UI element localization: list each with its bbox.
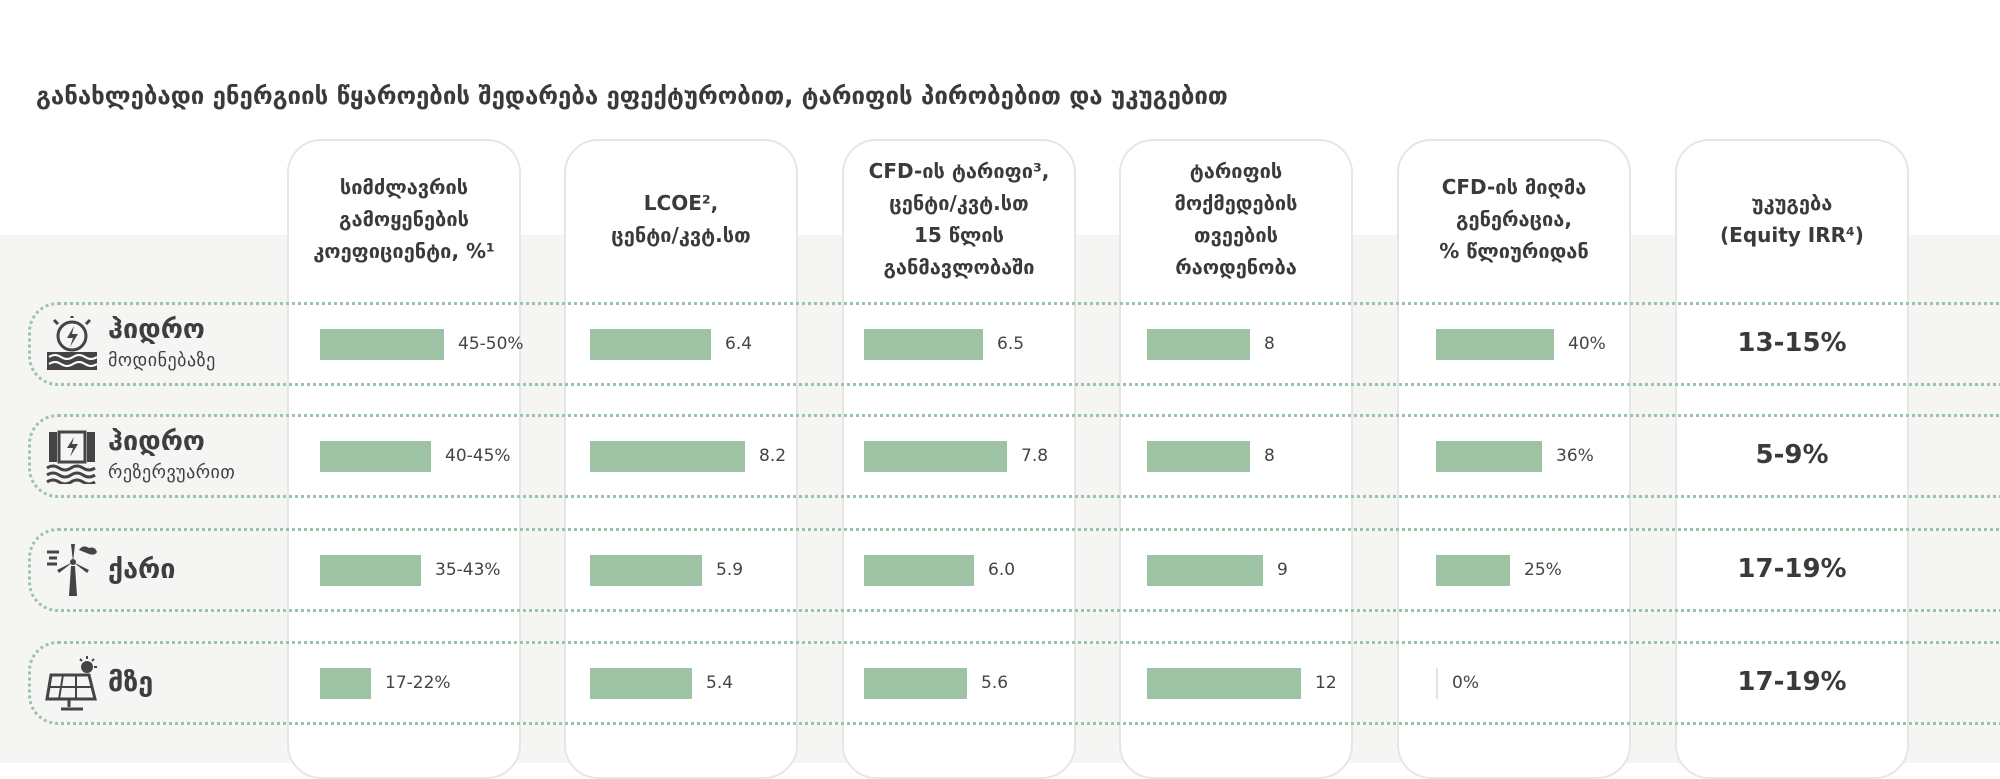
irr-value: 5-9%: [1755, 440, 1829, 470]
column-header: CFD-ის ტარიფი³, ცენტი/კვტ.სთ 15 წლის გან…: [868, 159, 1050, 279]
dam-icon: [45, 428, 99, 486]
bar: [1436, 668, 1438, 699]
data-label: 8: [1264, 334, 1275, 354]
row-frame: [28, 528, 2000, 612]
row-label: ქარი: [108, 554, 176, 585]
bar: [1147, 555, 1263, 586]
bar: [1436, 441, 1542, 472]
data-label: 6.4: [725, 334, 753, 354]
data-label: 25%: [1524, 560, 1562, 580]
wind-turbine-icon: [45, 542, 99, 598]
data-label: 9: [1277, 560, 1288, 580]
bar: [864, 329, 983, 360]
column-header: CFD-ის მიღმა გენერაცია, % წლიურიდან: [1439, 175, 1589, 263]
data-label: 17-22%: [385, 673, 451, 693]
row-sublabel: მოდინებაზე: [108, 350, 216, 371]
data-label: 40-45%: [445, 446, 511, 466]
row-label: ჰიდრო: [108, 426, 205, 457]
row-sublabel: რეზერვუარით: [108, 462, 236, 483]
bar: [864, 668, 967, 699]
data-label: 12: [1315, 673, 1337, 693]
data-label: 45-50%: [458, 334, 524, 354]
irr-value: 17-19%: [1737, 667, 1847, 697]
row-frame: [28, 414, 2000, 498]
bar: [864, 441, 1007, 472]
bar: [1436, 555, 1510, 586]
bar: [1147, 329, 1250, 360]
row-frame: [28, 641, 2000, 725]
bar: [320, 329, 444, 360]
bar: [320, 555, 421, 586]
bar: [1147, 441, 1250, 472]
hydro-plant-icon: [45, 315, 99, 372]
row-label: ჰიდრო: [108, 314, 205, 345]
row-label: მზე: [108, 667, 154, 698]
bar: [590, 329, 711, 360]
irr-value: 17-19%: [1737, 554, 1847, 584]
bar: [320, 441, 431, 472]
data-label: 8: [1264, 446, 1275, 466]
data-label: 5.9: [716, 560, 744, 580]
data-label: 8.2: [759, 446, 787, 466]
irr-value: 13-15%: [1737, 328, 1847, 358]
data-label: 36%: [1556, 446, 1594, 466]
data-label: 7.8: [1021, 446, 1049, 466]
data-label: 6.0: [988, 560, 1016, 580]
bar: [590, 555, 702, 586]
column-header: LCOE², ცენტი/კვტ.სთ: [611, 191, 751, 247]
data-label: 40%: [1568, 334, 1606, 354]
bar: [864, 555, 974, 586]
bar: [320, 668, 371, 699]
column-header: სიმძლავრის გამოყენების კოეფიციენტი, %¹: [313, 175, 495, 263]
bar: [590, 441, 745, 472]
page-title: განახლებადი ენერგიის წყაროების შედარება …: [36, 82, 1228, 110]
data-label: 35-43%: [435, 560, 501, 580]
column-header: უკუგება (Equity IRR⁴): [1720, 191, 1864, 247]
bar: [590, 668, 692, 699]
solar-panel-icon: [45, 655, 99, 711]
data-label: 6.5: [997, 334, 1025, 354]
column-card: [1675, 139, 1909, 779]
data-label: 0%: [1452, 673, 1479, 693]
bar: [1436, 329, 1554, 360]
data-label: 5.6: [981, 673, 1009, 693]
data-label: 5.4: [706, 673, 734, 693]
row-frame: [28, 302, 2000, 386]
column-header: ტარიფის მოქმედების თვეების რაოდენობა: [1174, 159, 1298, 279]
bar: [1147, 668, 1301, 699]
